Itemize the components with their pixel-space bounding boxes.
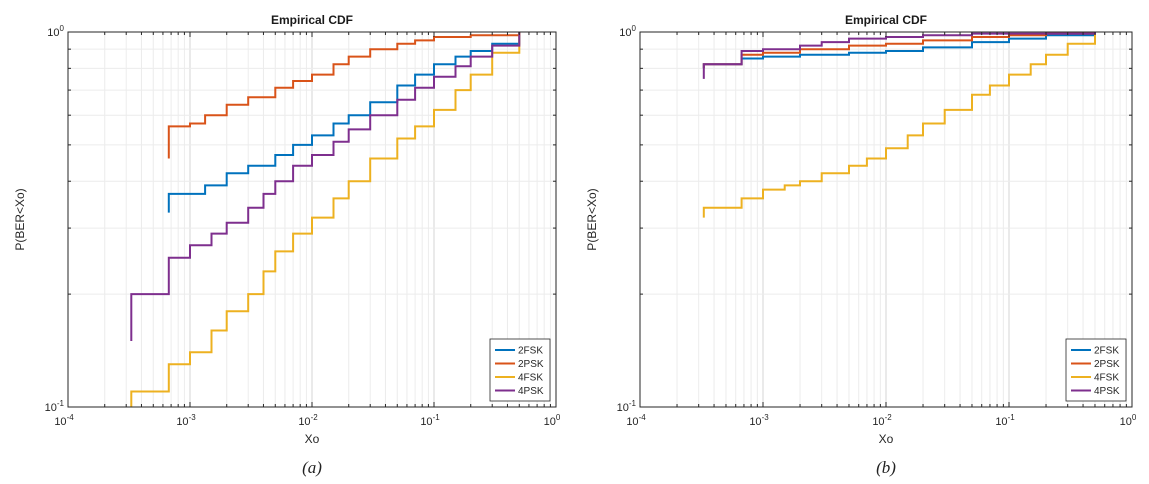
legend-label: 4FSK [518,373,543,384]
y-tick-label: 10-1 [617,399,637,414]
legend-label: 2PSK [1094,359,1120,370]
chart-title: Empirical CDF [845,13,927,27]
tick-marks [67,31,557,408]
series-line-4psk [702,32,1096,79]
x-tick-label: 100 [1120,413,1137,428]
legend-label: 4FSK [1094,373,1119,384]
panel-caption: (b) [876,458,896,477]
series-line-4fsk [130,32,521,407]
x-tick-label: 10-2 [872,413,892,428]
y-axis-label: P(BER<Xo) [13,188,27,250]
legend-label: 2FSK [1094,346,1119,357]
series-line-2fsk [167,32,521,213]
series-group [702,32,1096,218]
x-tick-label: 10-3 [176,413,196,428]
x-tick-label: 10-3 [749,413,769,428]
series-line-4psk [130,32,521,341]
legend-label: 4PSK [518,386,544,397]
x-axis-label: Xo [879,432,894,446]
y-tick-label: 100 [47,24,64,39]
series-group [130,32,521,407]
tick-marks [639,31,1133,408]
x-tick-label: 10-2 [298,413,318,428]
chart-panel-b: 10-4 10-3 10-2 10-1 100 10-1 100 Empirical CDF X… [585,13,1137,477]
series-line-2fsk [702,32,1096,69]
series-line-4fsk [702,32,1096,218]
series-line-2psk [702,32,1096,69]
legend-label: 2PSK [518,359,544,370]
x-tick-label: 10-4 [626,413,646,428]
series-line-2psk [167,32,521,159]
legend-label: 4PSK [1094,386,1120,397]
panel-caption: (a) [302,458,322,477]
x-tick-label: 100 [544,413,561,428]
legend: 2FSK 2PSK 4FSK 4PSK [1065,338,1127,402]
x-tick-label: 10-1 [995,413,1015,428]
legend-label: 2FSK [518,346,543,357]
y-axis-label: P(BER<Xo) [585,188,599,250]
chart-panel-a: 10-4 10-3 10-2 10-1 100 10-1 100 Empirical CDF X… [13,13,561,477]
y-tick-label: 10-1 [45,399,65,414]
x-tick-label: 10-1 [420,413,440,428]
y-tick-label: 100 [619,24,636,39]
x-tick-label: 10-4 [54,413,74,428]
x-axis-label: Xo [305,432,320,446]
legend: 2FSK 2PSK 4FSK 4PSK [489,338,551,402]
chart-title: Empirical CDF [271,13,353,27]
grid [639,32,1132,408]
